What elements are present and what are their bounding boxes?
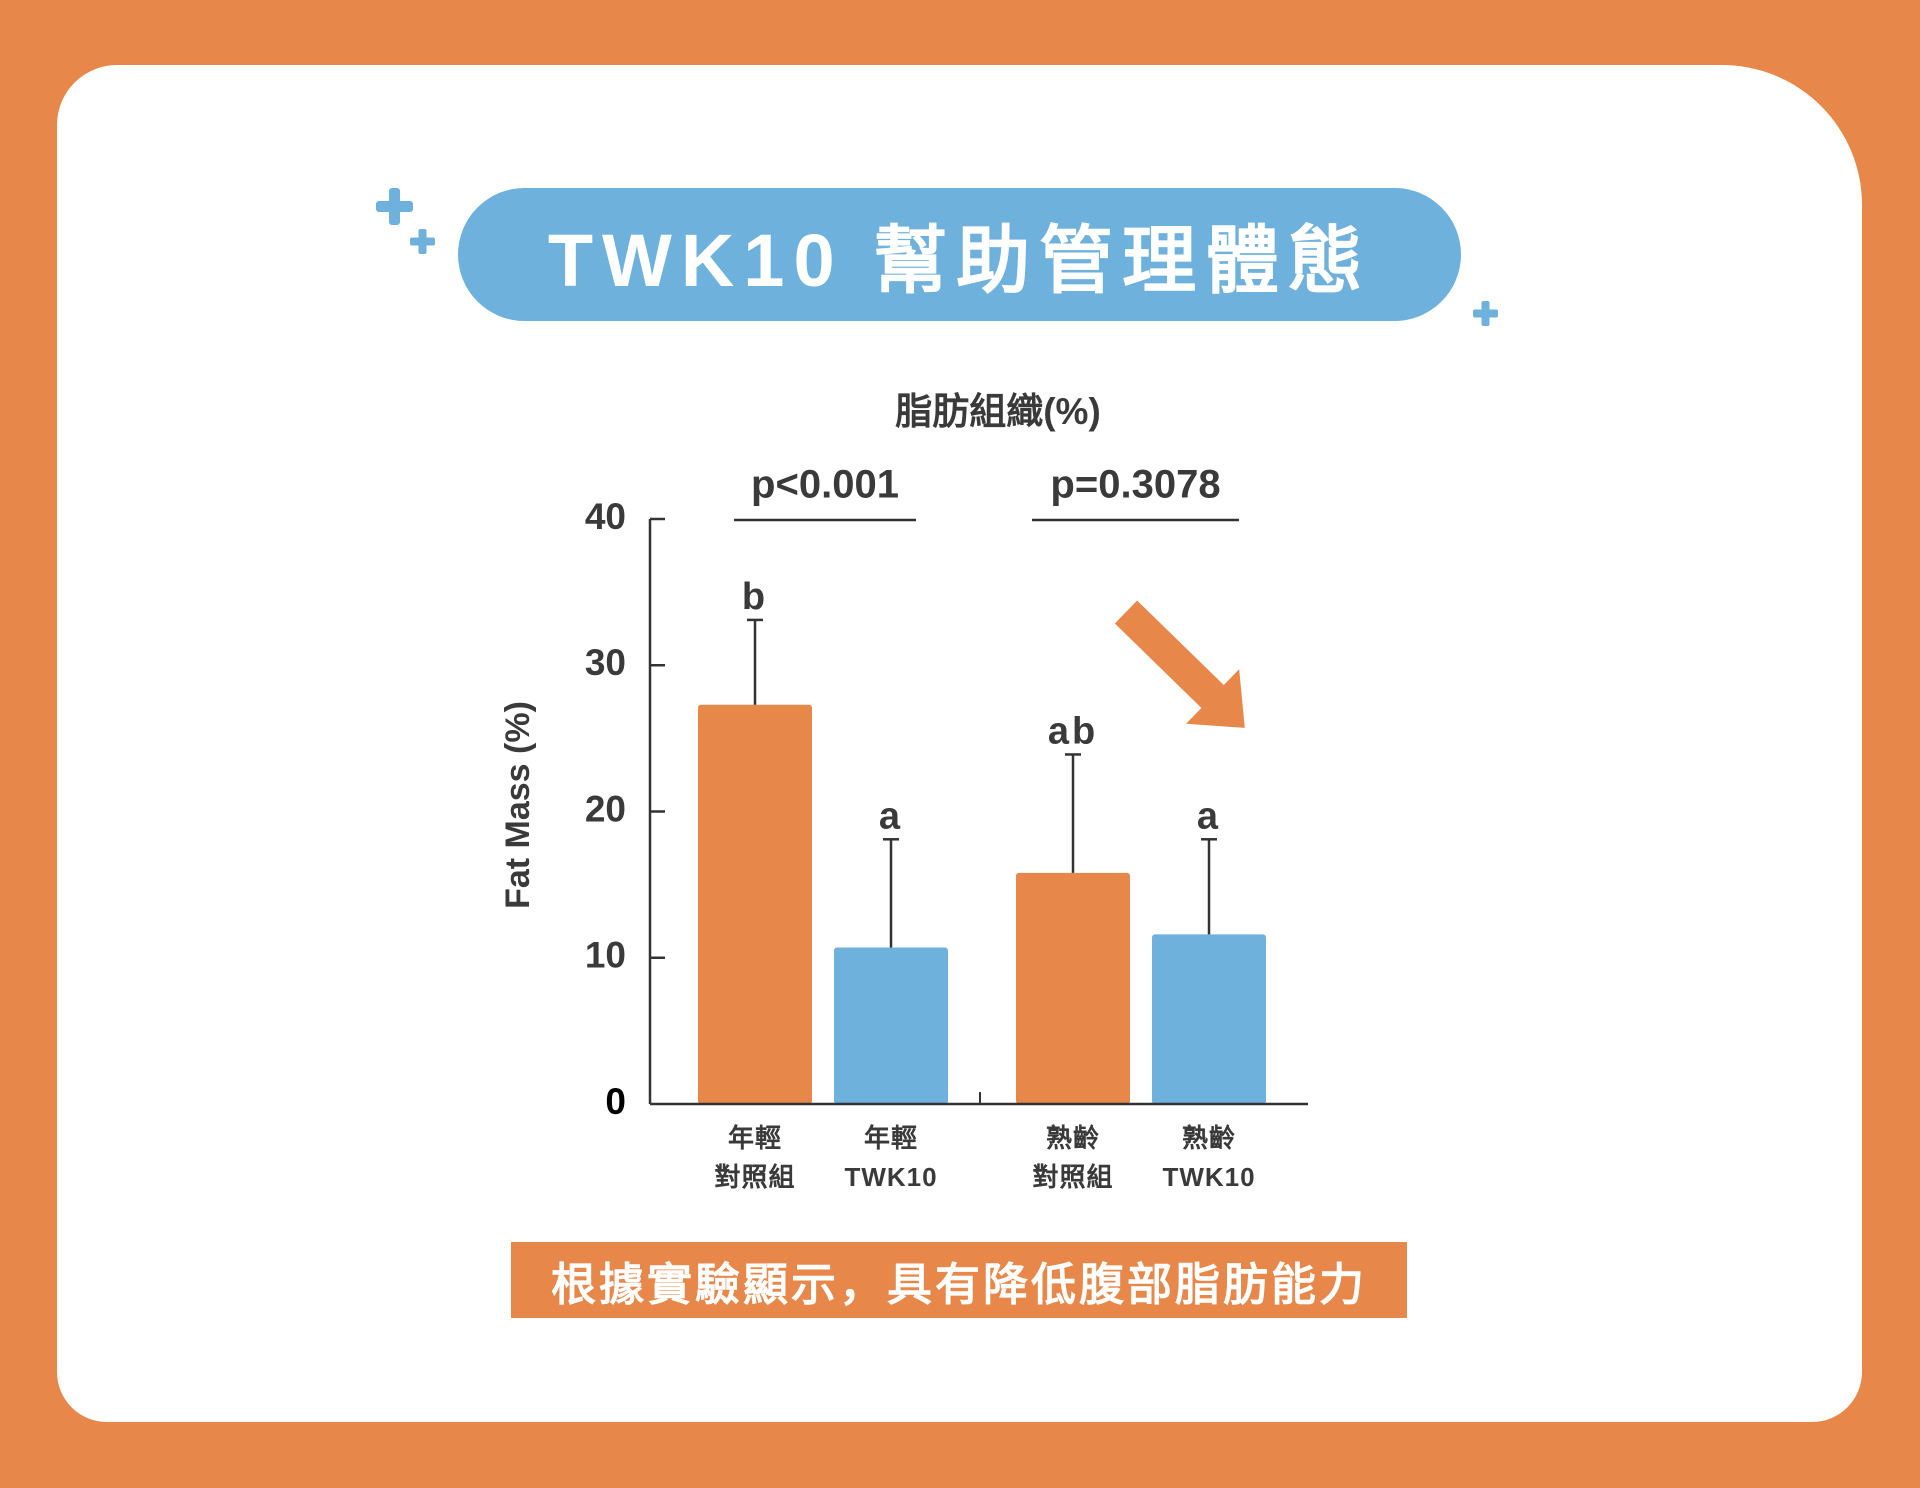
- bar: [834, 947, 948, 1104]
- x-tick-label: 熟齡: [1046, 1123, 1100, 1153]
- x-tick-label: 熟齡: [1182, 1123, 1236, 1153]
- x-tick-label: 年輕: [864, 1123, 918, 1153]
- significance-letter: b: [742, 576, 768, 618]
- y-tick-label: 0: [605, 1081, 626, 1122]
- plus-icon: [1473, 301, 1498, 326]
- y-tick-label: 20: [585, 788, 626, 829]
- y-tick-label: 40: [585, 496, 626, 537]
- y-tick-label: 30: [585, 642, 626, 683]
- conclusion-text: 根據實驗顯示，具有降低腹部脂肪能力: [550, 1258, 1367, 1310]
- significance-letter: a: [879, 795, 903, 837]
- page-title: TWK10 幫助管理體態: [547, 219, 1372, 302]
- chart-title: 脂肪組織(%): [895, 391, 1101, 432]
- significance-letter: a: [1197, 795, 1221, 837]
- plus-icon: [376, 188, 413, 225]
- title-pill: TWK10 幫助管理體態: [458, 188, 1461, 321]
- x-tick-label: 對照組: [1032, 1162, 1113, 1192]
- x-tick-label: TWK10: [844, 1162, 937, 1192]
- bar: [698, 704, 812, 1104]
- bar: [1016, 872, 1130, 1104]
- x-tick-label: TWK10: [1162, 1162, 1255, 1192]
- y-axis-label: Fat Mass (%): [499, 701, 537, 909]
- p-value-label: p=0.3078: [1050, 463, 1220, 507]
- significance-letter: ab: [1048, 710, 1098, 752]
- bar: [1152, 934, 1266, 1104]
- x-tick-label: 對照組: [714, 1162, 795, 1192]
- y-tick-label: 10: [585, 935, 626, 976]
- conclusion-banner: 根據實驗顯示，具有降低腹部脂肪能力: [511, 1242, 1407, 1318]
- p-value-label: p<0.001: [751, 463, 899, 507]
- x-tick-label: 年輕: [728, 1123, 782, 1153]
- plus-icon: [410, 229, 435, 254]
- arrow-down-right-icon: [1114, 600, 1245, 728]
